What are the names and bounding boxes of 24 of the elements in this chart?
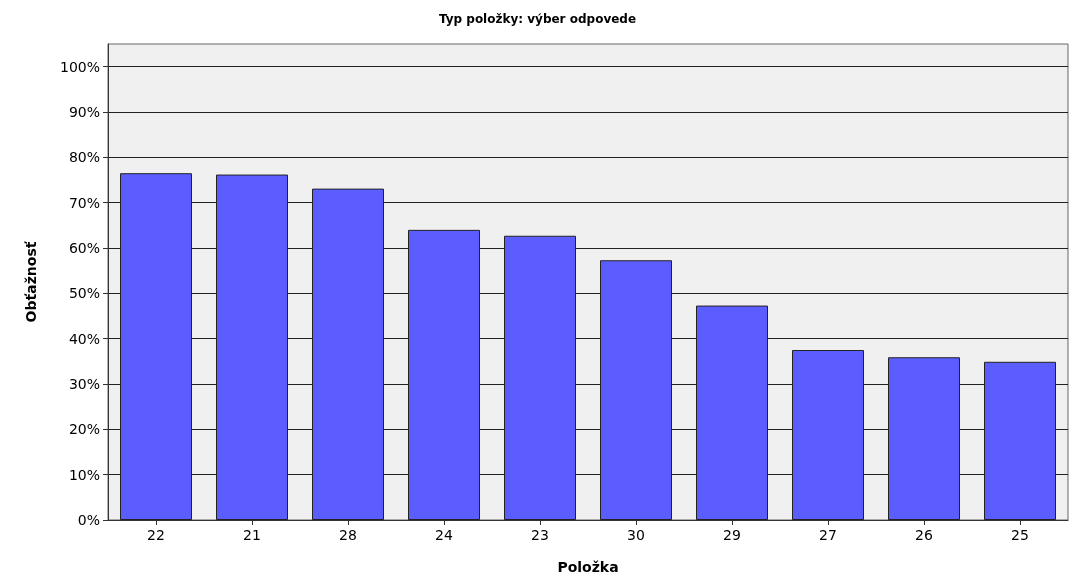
x-tick-label: 23: [531, 527, 549, 543]
y-tick-label: 100%: [59, 58, 100, 75]
x-tick-label: 24: [435, 527, 453, 543]
y-tick-label: 40%: [68, 330, 100, 347]
y-tick-label: 10%: [68, 466, 100, 483]
y-tick-label: 50%: [68, 285, 100, 302]
x-tick-label: 29: [723, 527, 741, 543]
y-axis-title: Obťažnosť: [23, 240, 39, 323]
x-tick-label: 25: [1011, 527, 1029, 543]
x-axis-title: Položka: [557, 559, 619, 575]
y-tick-label: 20%: [68, 421, 100, 438]
y-tick-label: 70%: [68, 194, 100, 211]
y-tick-label: 90%: [68, 104, 100, 120]
y-tick-label: 80%: [68, 149, 100, 166]
x-tick-label: 30: [627, 527, 645, 543]
x-tick-label: 21: [243, 527, 261, 543]
x-tick-label: 22: [147, 527, 165, 543]
chart-title: Typ položky: výber odpovede: [438, 12, 637, 26]
x-tick-label: 28: [339, 527, 357, 543]
y-tick-label: 30%: [68, 376, 100, 392]
y-tick-label: 60%: [68, 240, 100, 256]
x-tick-label: 27: [819, 527, 837, 543]
x-tick-label: 26: [915, 527, 933, 543]
y-tick-label: 0%: [77, 512, 100, 528]
